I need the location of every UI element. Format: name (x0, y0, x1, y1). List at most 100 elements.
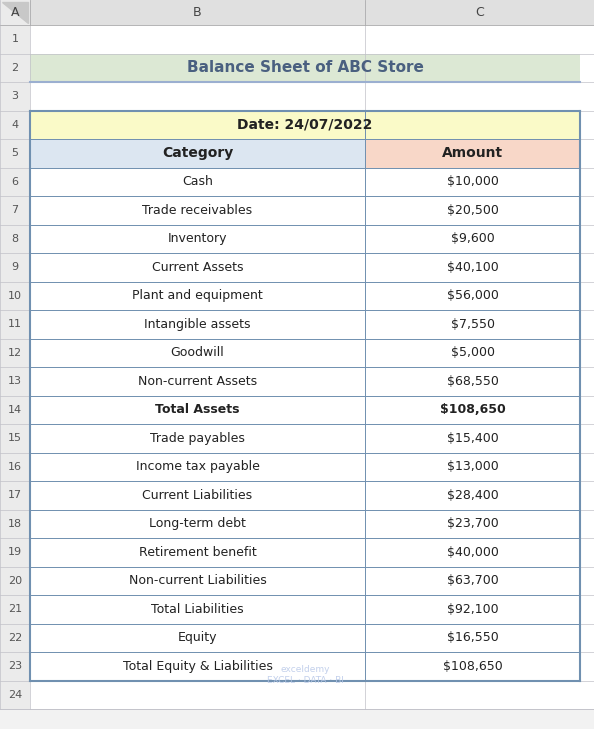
Bar (30, 196, 594, 225)
Text: 20: 20 (8, 576, 22, 585)
Text: 15: 15 (8, 433, 22, 443)
Text: 10: 10 (8, 291, 22, 301)
Bar (0, 139, 30, 168)
Text: $108,650: $108,650 (443, 660, 503, 673)
Text: C: C (475, 6, 484, 19)
Text: $13,000: $13,000 (447, 460, 498, 473)
Bar (365, 139, 580, 168)
Bar (0, 196, 30, 225)
Text: $68,550: $68,550 (447, 375, 498, 388)
Text: 8: 8 (11, 234, 18, 243)
Bar (0, 82, 30, 111)
Text: Income tax payable: Income tax payable (135, 460, 260, 473)
Text: Current Assets: Current Assets (151, 261, 244, 274)
Text: Total Equity & Liabilities: Total Equity & Liabilities (122, 660, 273, 673)
Bar (0, 53, 30, 82)
Text: 1: 1 (11, 34, 18, 44)
Polygon shape (2, 2, 28, 23)
Bar (0, 652, 30, 680)
Bar (30, 595, 594, 623)
Bar (0, 453, 30, 481)
Text: 7: 7 (11, 206, 18, 215)
Text: 5: 5 (11, 148, 18, 158)
Text: Amount: Amount (442, 147, 503, 160)
Text: $40,000: $40,000 (447, 546, 498, 558)
Bar (30, 225, 594, 253)
Bar (0, 367, 30, 396)
Text: 9: 9 (11, 262, 18, 272)
Text: $10,000: $10,000 (447, 175, 498, 188)
Bar (30, 367, 594, 396)
Bar (30, 338, 594, 367)
Bar (30, 310, 594, 338)
Bar (30, 481, 594, 510)
Text: Trade payables: Trade payables (150, 432, 245, 445)
Bar (0, 396, 30, 424)
Bar (30, 453, 594, 481)
Bar (30, 623, 594, 652)
Text: Plant and equipment: Plant and equipment (132, 289, 263, 303)
Bar (30, 396, 594, 424)
Bar (30, 111, 594, 139)
Text: 6: 6 (11, 176, 18, 187)
Text: A: A (11, 6, 19, 19)
Bar (0, 538, 30, 566)
Text: $63,700: $63,700 (447, 574, 498, 588)
Text: 18: 18 (8, 519, 22, 529)
Bar (30, 253, 594, 281)
Bar (0, 25, 30, 53)
Bar (0, 623, 30, 652)
Text: Long-term debt: Long-term debt (149, 518, 246, 530)
Text: Current Liabilities: Current Liabilities (143, 488, 252, 502)
Text: Cash: Cash (182, 175, 213, 188)
Text: Trade receivables: Trade receivables (143, 203, 252, 217)
Bar (30, 510, 594, 538)
Text: Total Assets: Total Assets (155, 403, 240, 416)
Text: 3: 3 (11, 91, 18, 101)
Bar (0, 310, 30, 338)
Text: $15,400: $15,400 (447, 432, 498, 445)
Bar (0, 111, 30, 139)
Bar (30, 139, 365, 168)
Bar (0, 595, 30, 623)
Text: exceldemy
EXCEL · DATA · BI: exceldemy EXCEL · DATA · BI (267, 665, 343, 685)
Text: $20,500: $20,500 (447, 203, 498, 217)
Text: Inventory: Inventory (168, 233, 228, 245)
Text: 11: 11 (8, 319, 22, 330)
Text: 13: 13 (8, 376, 22, 386)
Text: Balance Sheet of ABC Store: Balance Sheet of ABC Store (187, 61, 424, 75)
Text: Retirement benefit: Retirement benefit (138, 546, 257, 558)
Bar (0, 0, 594, 25)
Bar (30, 111, 580, 139)
Bar (0, 253, 30, 281)
Bar (30, 680, 594, 709)
Text: 24: 24 (8, 690, 22, 700)
Text: 22: 22 (8, 633, 22, 643)
Text: $28,400: $28,400 (447, 488, 498, 502)
Text: Date: 24/07/2022: Date: 24/07/2022 (238, 118, 372, 132)
Bar (30, 168, 594, 196)
Bar (30, 566, 594, 595)
Bar (30, 281, 594, 310)
Bar (0, 481, 30, 510)
Bar (30, 53, 594, 82)
Text: $92,100: $92,100 (447, 603, 498, 616)
Text: $40,100: $40,100 (447, 261, 498, 274)
Bar (0, 680, 30, 709)
Bar (0, 225, 30, 253)
Text: 21: 21 (8, 604, 22, 615)
Text: 14: 14 (8, 405, 22, 415)
Text: $16,550: $16,550 (447, 631, 498, 644)
Text: B: B (193, 6, 202, 19)
Text: Intangible assets: Intangible assets (144, 318, 251, 331)
Text: Total Liabilities: Total Liabilities (151, 603, 244, 616)
Bar (30, 139, 594, 168)
Text: 23: 23 (8, 661, 22, 671)
Text: Equity: Equity (178, 631, 217, 644)
Text: $9,600: $9,600 (451, 233, 494, 245)
Text: 4: 4 (11, 120, 18, 130)
Text: $108,650: $108,650 (440, 403, 505, 416)
Text: Non-current Liabilities: Non-current Liabilities (129, 574, 266, 588)
Text: 19: 19 (8, 547, 22, 557)
Bar (30, 538, 594, 566)
